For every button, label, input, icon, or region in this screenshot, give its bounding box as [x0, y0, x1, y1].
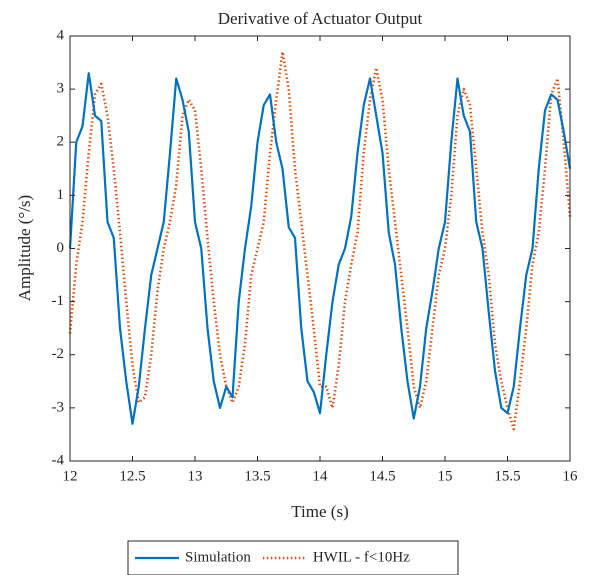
series-line	[68, 72, 572, 425]
x-tick-label: 14.5	[369, 468, 395, 484]
x-axis-label: Time (s)	[291, 502, 348, 521]
x-tick-label: 15	[438, 468, 453, 484]
x-tick-label: 13	[188, 468, 203, 484]
y-tick-label: 0	[57, 240, 65, 256]
y-tick-label: 4	[57, 27, 65, 43]
x-tick-label: 12	[63, 468, 78, 484]
legend-box	[127, 540, 459, 575]
y-axis-label: Amplitude (°/s)	[15, 195, 34, 301]
x-tick-label: 13.5	[244, 468, 270, 484]
y-tick-label: -3	[52, 399, 65, 415]
y-tick-label: 1	[57, 187, 65, 203]
x-tick-label: 15.5	[494, 468, 520, 484]
chart-title: Derivative of Actuator Output	[218, 9, 423, 28]
plot-area	[68, 50, 572, 431]
legend-label: HWIL - f<10Hz	[313, 549, 410, 565]
legend: Simulation HWIL - f<10Hz	[135, 549, 410, 565]
x-tick-label: 16	[563, 468, 579, 484]
x-tick-label: 14	[313, 468, 329, 484]
y-tick-label: 2	[57, 134, 65, 150]
legend-label: Simulation	[185, 549, 251, 565]
y-tick-label: -1	[52, 293, 65, 309]
x-tick-label: 12.5	[119, 468, 145, 484]
y-tick-label: 3	[57, 81, 65, 97]
y-tick-label: -4	[52, 452, 65, 468]
y-tick-label: -2	[52, 346, 65, 362]
